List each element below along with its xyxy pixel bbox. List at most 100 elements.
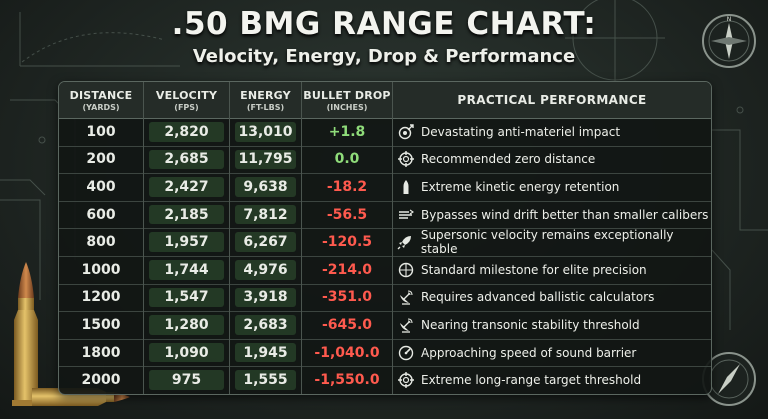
velocity-value: 1,744 [164,261,209,278]
velocity-value: 975 [171,372,202,389]
drop-value: -645.0 [321,316,373,333]
performance-text: Recommended zero distance [421,152,596,167]
energy-highlight [235,232,296,252]
gauge-icon [397,344,414,361]
energy-value: 3,918 [243,289,288,306]
rocket-icon [397,234,414,251]
energy-highlight [235,149,296,170]
distance-cell: 200 [59,145,144,174]
performance-cell: Extreme long-range target threshold [393,366,711,394]
energy-highlight [235,204,296,225]
distance-value: 600 [86,206,116,223]
performance-text: Extreme kinetic energy retention [421,179,620,194]
velocity-value: 1,090 [164,344,209,361]
energy-cell: 7,812 [230,200,302,229]
distance-value: 200 [86,151,116,168]
table-row: 1500 1,280 2,683 -645.0 Nearing transonic st… [59,311,711,340]
velocity-cell: 975 [144,366,230,394]
velocity-highlight [149,370,224,390]
table-row: 400 2,427 9,638 -18.2 Extreme kinetic energy… [59,173,711,202]
table-row: 800 1,957 6,267 -120.5 Supersonic velocity r… [59,228,711,257]
header-velocity: VELOCITY (FPS) [144,82,230,118]
drop-value: -1,040.0 [314,344,380,361]
drop-value: -1,550.0 [314,372,380,389]
compass-icon-bottom [702,352,756,406]
energy-value: 9,638 [243,178,288,195]
crosshair-icon [397,372,414,389]
drop-value: -351.0 [321,289,373,306]
header-distance-label: DISTANCE [69,88,133,102]
header-distance-unit: (YARDS) [82,102,120,112]
performance-cell: Nearing transonic stability threshold [393,311,711,339]
energy-highlight [235,122,296,142]
energy-highlight [235,260,296,280]
drop-cell: -56.5 [302,200,393,229]
energy-value: 1,555 [243,372,288,389]
energy-cell: 13,010 [230,118,302,146]
drop-value: -120.5 [321,234,373,251]
energy-cell: 11,795 [230,145,302,174]
crosshair-icon [397,151,414,168]
compass-icon: N [702,14,756,68]
drop-cell: -120.5 [302,228,393,256]
target-burst-icon [397,123,414,140]
satellite-dish-icon [397,289,414,306]
distance-value: 400 [86,178,116,195]
velocity-value: 2,685 [164,151,209,168]
energy-value: 1,945 [243,344,288,361]
distance-value: 1500 [81,316,121,333]
energy-cell: 6,267 [230,228,302,256]
distance-cell: 1200 [59,283,144,312]
velocity-cell: 2,820 [144,118,230,146]
drop-value: -56.5 [326,206,368,223]
distance-value: 1000 [81,261,121,278]
distance-value: 100 [86,123,116,140]
energy-value: 4,976 [243,261,288,278]
performance-text: Approaching speed of sound barrier [421,345,637,360]
table-row: 1200 1,547 3,918 -351.0 Requires advanced ba… [59,283,711,313]
distance-value: 800 [86,234,116,251]
velocity-cell: 2,427 [144,173,230,201]
energy-value: 11,795 [238,151,293,168]
drop-value: 0.0 [334,151,360,168]
drop-cell: -18.2 [302,173,393,201]
performance-cell: Extreme kinetic energy retention [393,173,711,201]
energy-value: 13,010 [238,123,293,140]
energy-highlight [235,342,296,363]
velocity-cell: 2,685 [144,145,230,174]
header-drop-label: BULLET DROP [303,88,391,102]
drop-cell: -1,040.0 [302,338,393,367]
performance-text: Nearing transonic stability threshold [421,317,640,332]
range-table: DISTANCE (YARDS) VELOCITY (FPS) ENERGY (… [58,81,712,395]
energy-cell: 4,976 [230,256,302,284]
page-title: .50 BMG RANGE CHART: [171,6,597,42]
table-header: DISTANCE (YARDS) VELOCITY (FPS) ENERGY (… [59,82,711,119]
energy-highlight [235,315,296,335]
velocity-cell: 1,957 [144,228,230,256]
distance-cell: 1500 [59,311,144,339]
header-velocity-label: VELOCITY [155,88,218,102]
distance-value: 1800 [81,344,121,361]
drop-cell: +1.8 [302,118,393,146]
distance-cell: 1000 [59,256,144,284]
performance-text: Standard milestone for elite precision [421,262,647,277]
header-distance: DISTANCE (YARDS) [59,82,144,118]
header-drop-unit: (INCHES) [326,102,368,112]
velocity-highlight [149,287,224,308]
energy-cell: 1,555 [230,366,302,394]
table-row: 600 2,185 7,812 -56.5 Bypasses wind drift be… [59,200,711,230]
velocity-highlight [149,342,224,363]
drop-cell: -645.0 [302,311,393,339]
distance-cell: 800 [59,228,144,256]
performance-text: Extreme long-range target threshold [421,373,642,388]
satellite-dish-icon [397,316,414,333]
velocity-cell: 1,090 [144,338,230,367]
distance-value: 2000 [81,372,121,389]
velocity-cell: 1,280 [144,311,230,339]
distance-cell: 600 [59,200,144,229]
velocity-highlight [149,149,224,170]
performance-text: Devastating anti-materiel impact [421,124,621,139]
velocity-value: 1,957 [164,234,209,251]
performance-cell: Requires advanced ballistic calculators [393,284,711,312]
energy-cell: 1,945 [230,338,302,367]
